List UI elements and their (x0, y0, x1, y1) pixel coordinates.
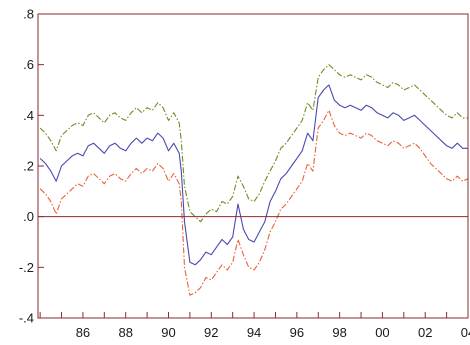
series-line-3 (39, 109, 469, 296)
y-tick-label: .8 (23, 7, 34, 22)
x-axis-tick-labels: 86 88 90 92 94 96 98 00 02 04 (76, 325, 470, 340)
series-line-2 (39, 84, 468, 266)
y-tick-label: .4 (23, 108, 34, 123)
y-tick-label: -.4 (19, 311, 34, 326)
y-tick-label: .6 (23, 57, 34, 72)
y-axis-ticks (38, 13, 44, 319)
x-tick-label: 88 (118, 325, 132, 340)
x-axis-ticks (39, 312, 469, 318)
y-tick-label: .2 (23, 159, 34, 174)
y-axis-tick-labels: .8 .6 .4 .2 .0 -.2 -.4 (19, 7, 34, 326)
plot-area-frame (37, 13, 469, 319)
y-tick-label: .0 (23, 209, 34, 224)
x-tick-label: 04 (461, 325, 470, 340)
x-tick-label: 86 (76, 325, 90, 340)
y-tick-label: -.2 (19, 260, 34, 275)
series-layer (39, 64, 469, 296)
x-tick-label: 90 (161, 325, 175, 340)
x-tick-label: 94 (247, 325, 261, 340)
series-line-1 (39, 64, 468, 223)
x-tick-label: 02 (418, 325, 432, 340)
x-tick-label: 98 (332, 325, 346, 340)
x-tick-label: 92 (204, 325, 218, 340)
x-tick-label: 96 (290, 325, 304, 340)
x-tick-label: 00 (375, 325, 389, 340)
